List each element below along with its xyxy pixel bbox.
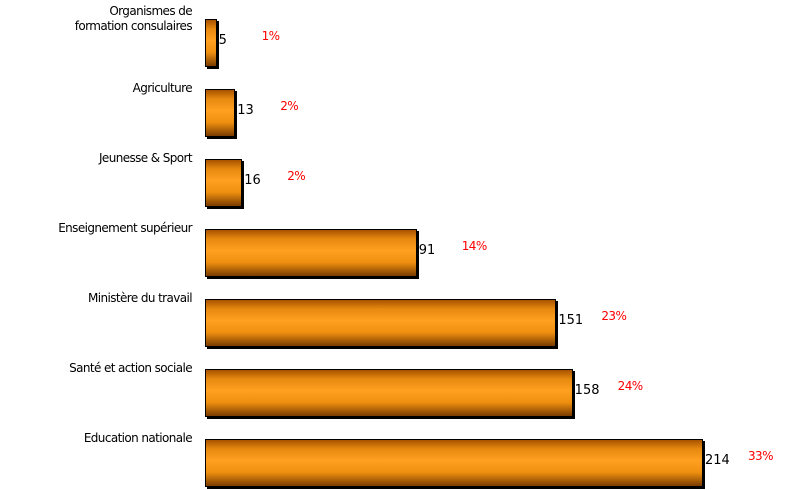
share-label: 23% — [601, 309, 627, 323]
bar — [205, 229, 417, 277]
bar — [205, 19, 217, 67]
value-label: 13 — [237, 103, 254, 118]
value-label: 151 — [558, 313, 584, 328]
category-label: Enseignement supérieur — [58, 221, 192, 235]
value-label: 91 — [418, 243, 436, 258]
bar — [205, 369, 573, 417]
bar — [205, 299, 557, 347]
share-label: 33% — [748, 449, 773, 463]
category-label: Education nationale — [83, 431, 193, 445]
value-label: 16 — [244, 173, 261, 188]
value-label: 158 — [574, 383, 600, 398]
category-label: Agriculture — [132, 81, 193, 95]
value-label: 214 — [705, 453, 730, 468]
category-label: Santé et action sociale — [69, 361, 193, 375]
share-label: 2% — [287, 169, 306, 183]
category-label: Ministère du travail — [88, 291, 193, 305]
share-label: 24% — [617, 379, 643, 393]
value-label: 5 — [218, 33, 227, 48]
category-label: Jeunesse & Sport — [98, 151, 193, 165]
bar — [205, 439, 703, 487]
bar — [205, 159, 243, 207]
bar — [205, 89, 236, 137]
share-label: 2% — [280, 99, 299, 113]
category-label: Organismes de formation consulaires — [74, 4, 193, 33]
share-label: 14% — [461, 239, 487, 253]
share-label: 1% — [261, 29, 280, 43]
